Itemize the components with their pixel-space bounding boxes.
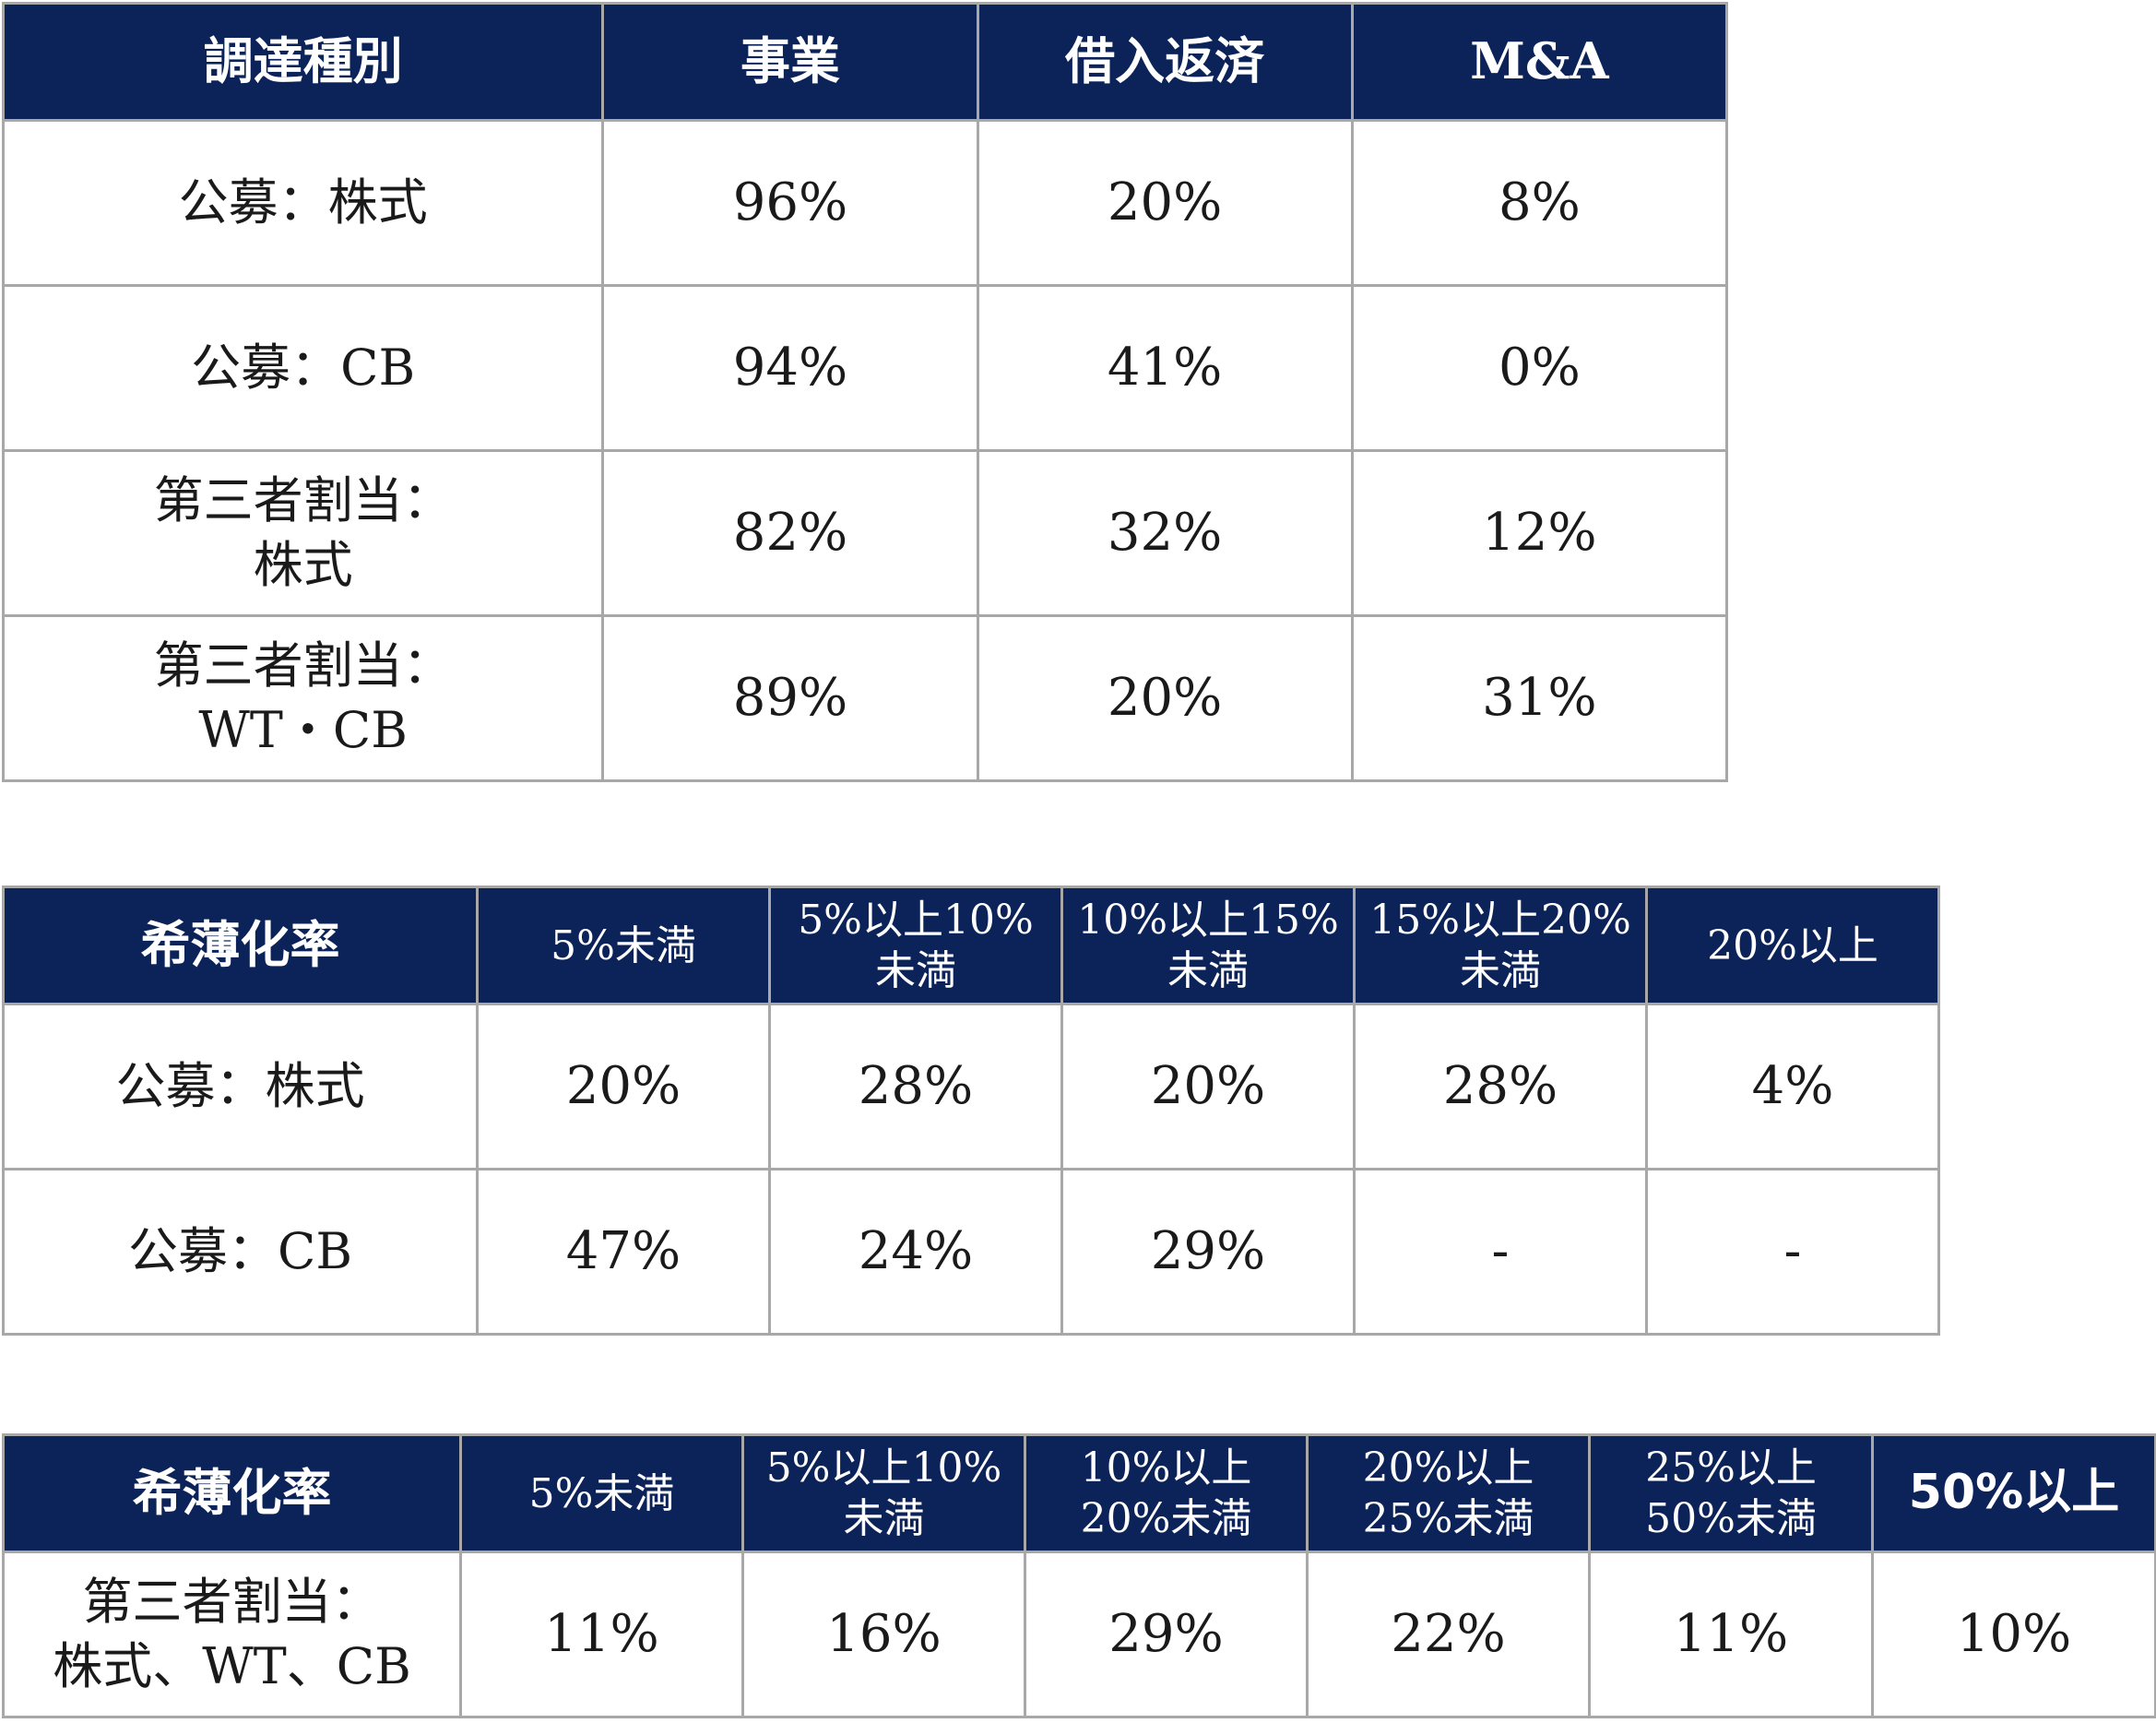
row-label: 第三者割当： 株式 (1, 449, 605, 617)
row-label: 公募：CB (1, 284, 605, 452)
table-cell: 41% (976, 284, 1354, 452)
table-cell: 4% (1645, 1003, 1940, 1171)
table-row: 第三者割当： WT・CB 89% 20% 31% (1, 614, 1729, 782)
header-cell-business: 事業 (601, 2, 979, 122)
table-cell: 82% (601, 449, 979, 617)
table-cell: 22% (1306, 1551, 1591, 1718)
header-cell-type: 調達種別 (1, 2, 605, 122)
header-row: 希薄化率 5%未満 5%以上10% 未満 10%以上 20%未満 20%以上 2… (2, 1433, 2156, 1553)
row-label: 公募：株式 (1, 119, 605, 287)
header-cell-dilution: 希薄化率 (2, 1433, 462, 1553)
table-row: 第三者割当： 株式、WT、CB 11% 16% 29% 22% 11% 10% (2, 1551, 2156, 1718)
header-row: 調達種別 事業 借入返済 M&A (1, 2, 1729, 122)
table-cell: 29% (1024, 1551, 1309, 1718)
table-cell: 28% (1353, 1003, 1648, 1171)
table-cell: 96% (601, 119, 979, 287)
table-cell: - (1353, 1168, 1648, 1336)
header-cell-range: 15%以上20% 未満 (1353, 885, 1648, 1005)
table-cell: - (1645, 1168, 1940, 1336)
header-cell-range: 5%以上10% 未満 (741, 1433, 1026, 1553)
table-cell: 20% (1060, 1003, 1356, 1171)
table-cell: 20% (976, 119, 1354, 287)
table-cell: 89% (601, 614, 979, 782)
table-cell: 0% (1350, 284, 1729, 452)
dilution-private-table: 希薄化率 5%未満 5%以上10% 未満 10%以上 20%未満 20%以上 2… (2, 1433, 2156, 1718)
table-cell: 12% (1350, 449, 1729, 617)
header-cell-range: 20%以上 25%未満 (1306, 1433, 1591, 1553)
header-cell-range: 5%未満 (476, 885, 771, 1005)
row-label: 公募：CB (2, 1168, 479, 1336)
table-cell: 20% (976, 614, 1354, 782)
table-row: 公募：CB 47% 24% 29% - - (2, 1168, 1940, 1336)
table-cell: 32% (976, 449, 1354, 617)
header-cell-range: 20%以上 (1645, 885, 1940, 1005)
header-cell-range: 5%未満 (459, 1433, 744, 1553)
header-cell-range: 10%以上 20%未満 (1024, 1433, 1309, 1553)
table-cell: 8% (1350, 119, 1729, 287)
table-cell: 16% (741, 1551, 1026, 1718)
table-row: 公募：CB 94% 41% 0% (1, 284, 1729, 452)
row-label: 公募：株式 (2, 1003, 479, 1171)
header-cell-range: 10%以上15% 未満 (1060, 885, 1356, 1005)
table-row: 公募：株式 96% 20% 8% (1, 119, 1729, 287)
table-cell: 94% (601, 284, 979, 452)
table-row: 第三者割当： 株式 82% 32% 12% (1, 449, 1729, 617)
header-cell-ma: M&A (1350, 2, 1729, 122)
header-row: 希薄化率 5%未満 5%以上10% 未満 10%以上15% 未満 15%以上20… (2, 885, 1940, 1005)
table-cell: 31% (1350, 614, 1729, 782)
header-cell-repayment: 借入返済 (976, 2, 1354, 122)
table-cell: 20% (476, 1003, 771, 1171)
row-label: 第三者割当： 株式、WT、CB (2, 1551, 462, 1718)
header-cell-range: 50%以上 (1871, 1433, 2156, 1553)
dilution-public-table: 希薄化率 5%未満 5%以上10% 未満 10%以上15% 未満 15%以上20… (2, 885, 1940, 1336)
table-cell: 47% (476, 1168, 771, 1336)
table-row: 公募：株式 20% 28% 20% 28% 4% (2, 1003, 1940, 1171)
header-cell-range: 25%以上 50%未満 (1588, 1433, 1874, 1553)
table-cell: 10% (1871, 1551, 2156, 1718)
header-cell-dilution: 希薄化率 (2, 885, 479, 1005)
table-cell: 11% (459, 1551, 744, 1718)
header-cell-range: 5%以上10% 未満 (768, 885, 1063, 1005)
row-label: 第三者割当： WT・CB (1, 614, 605, 782)
table-cell: 29% (1060, 1168, 1356, 1336)
table-cell: 24% (768, 1168, 1063, 1336)
fund-use-table: 調達種別 事業 借入返済 M&A 公募：株式 96% 20% 8% 公募：CB … (1, 2, 1729, 782)
table-cell: 11% (1588, 1551, 1874, 1718)
table-cell: 28% (768, 1003, 1063, 1171)
